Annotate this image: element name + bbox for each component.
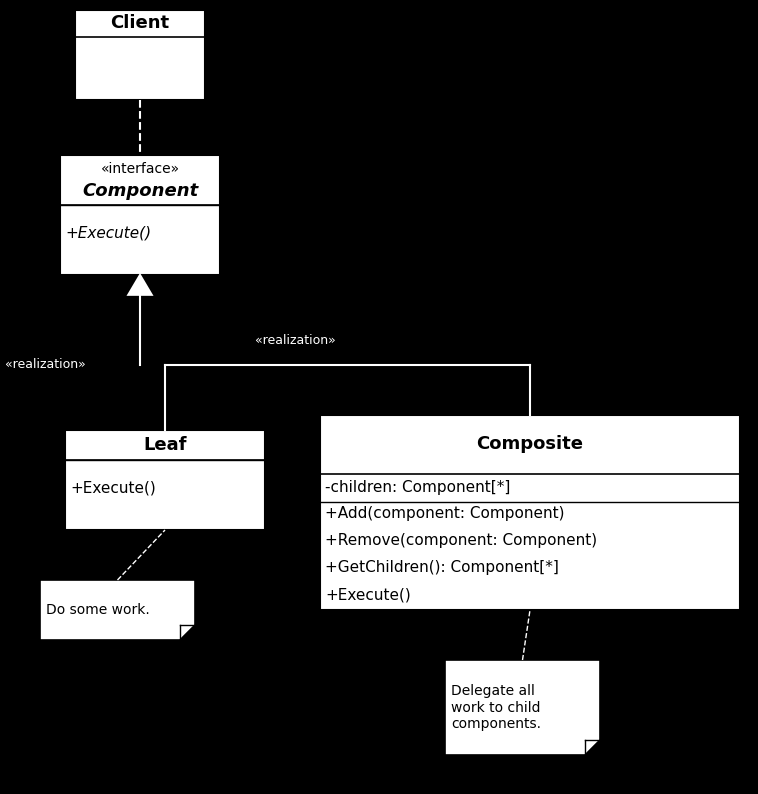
- Text: Client: Client: [111, 14, 170, 33]
- Bar: [75, 10, 205, 100]
- Text: «realization»: «realization»: [5, 359, 86, 372]
- Polygon shape: [445, 660, 600, 755]
- Text: Do some work.: Do some work.: [46, 603, 150, 617]
- Text: «realization»: «realization»: [255, 333, 336, 346]
- Text: -children: Component[*]: -children: Component[*]: [325, 480, 510, 495]
- Text: +Execute(): +Execute(): [70, 480, 155, 495]
- Bar: [65, 430, 265, 530]
- Bar: [60, 155, 220, 275]
- Text: +Remove(component: Component): +Remove(component: Component): [325, 534, 597, 549]
- Polygon shape: [40, 580, 195, 640]
- Text: «interface»: «interface»: [101, 162, 180, 176]
- Bar: [320, 415, 740, 610]
- Text: Composite: Composite: [477, 435, 584, 453]
- Text: +Execute(): +Execute(): [65, 225, 151, 241]
- Text: Leaf: Leaf: [143, 436, 186, 454]
- Text: Delegate all
work to child
components.: Delegate all work to child components.: [451, 684, 541, 730]
- Polygon shape: [128, 275, 152, 295]
- Text: +Execute(): +Execute(): [325, 588, 411, 603]
- Text: Component: Component: [82, 183, 198, 200]
- Text: +Add(component: Component): +Add(component: Component): [325, 507, 565, 521]
- Text: +GetChildren(): Component[*]: +GetChildren(): Component[*]: [325, 561, 559, 576]
